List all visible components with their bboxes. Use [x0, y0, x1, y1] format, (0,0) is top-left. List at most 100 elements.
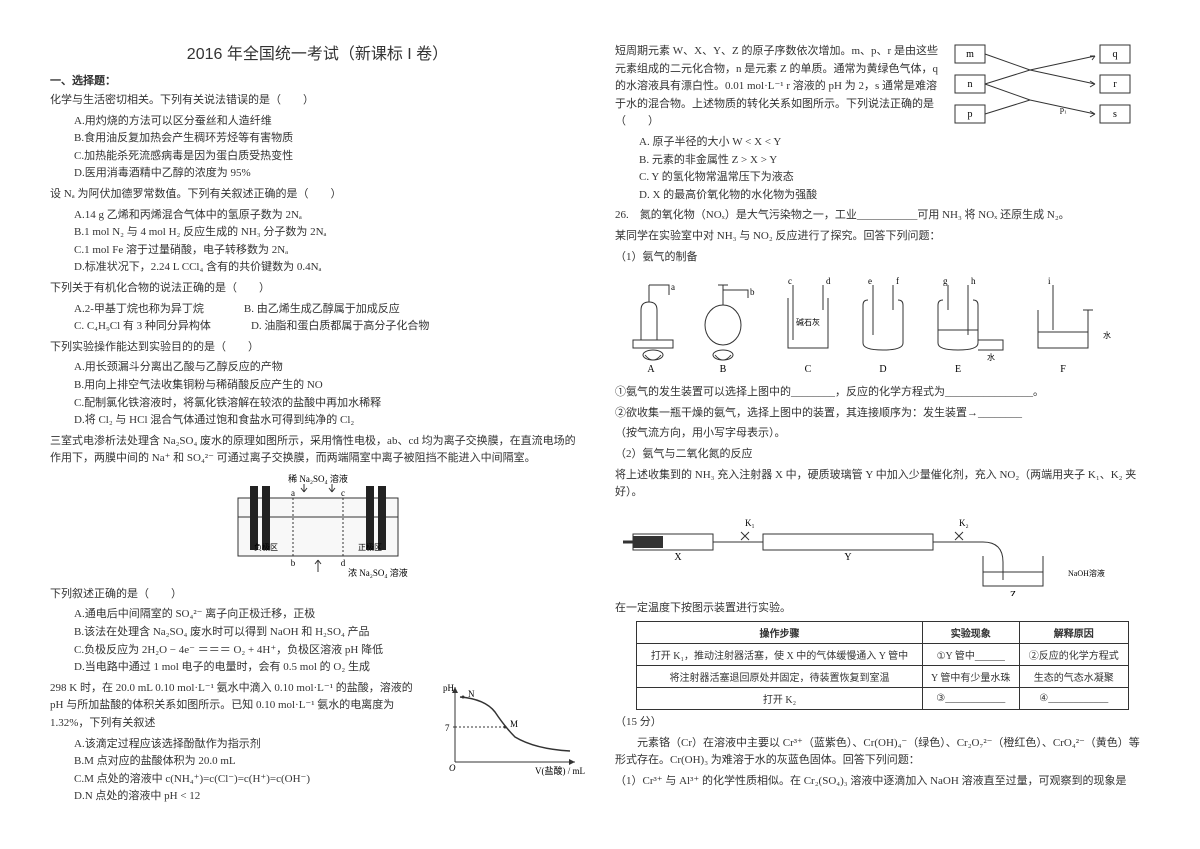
- q26-part1: （1）氨气的制备: [615, 249, 1150, 267]
- q27-line1: 元素铬（Cr）在溶液中主要以 Cr³⁺（蓝紫色）、Cr(OH)₄⁻（绿色）、Cr…: [615, 735, 1150, 770]
- svg-text:p: p: [968, 109, 973, 120]
- svg-text:d: d: [826, 276, 831, 286]
- r1-A: A. 原子半径的大小 W < X < Y: [615, 134, 944, 152]
- q5-B: B.该法在处理含 Na₂SO₄ 废水时可以得到 NaOH 和 H₂SO₄ 产品: [50, 624, 585, 642]
- svg-text:E: E: [954, 364, 960, 375]
- q2-stem: 设 Nₐ 为阿伏加德罗常数值。下列有关叙述正确的是（ ）: [50, 186, 585, 204]
- section-heading: 一、选择题：: [50, 72, 585, 88]
- svg-text:K₁: K₁: [745, 518, 755, 528]
- q26-part2: （2）氨气与二氧化氮的反应: [615, 446, 1150, 464]
- svg-text:f: f: [896, 276, 899, 286]
- svg-text:浓 Na₂SO₄ 溶液: 浓 Na₂SO₄ 溶液: [348, 567, 408, 578]
- q26-line2: 某同学在实验室中对 NH₃ 与 NO₂ 反应进行了探究。回答下列问题：: [615, 228, 1150, 246]
- svg-text:F: F: [1060, 364, 1066, 375]
- q5-stem: 三室式电渗析法处理含 Na₂SO₄ 废水的原理如图所示，采用惰性电极，ab、cd…: [50, 433, 585, 468]
- r3c2: ③____________: [922, 688, 1019, 710]
- svg-text:d: d: [340, 558, 345, 568]
- r1c2: ①Y 管中______: [922, 644, 1019, 666]
- q27-line2: （1）Cr³⁺ 与 Al³⁺ 的化学性质相似。在 Cr₂(SO₄)₃ 溶液中逐滴…: [615, 773, 1150, 791]
- r2c1: 将注射器活塞退回原处并固定，待装置恢复到室温: [637, 666, 922, 688]
- q3-stem: 下列关于有机化合物的说法正确的是（ ）: [50, 280, 585, 298]
- experiment-table: 操作步骤 实验现象 解释原因 打开 K₁，推动注射器活塞，使 X 中的气体缓慢通…: [636, 621, 1128, 710]
- r1c3: ②反应的化学方程式: [1019, 644, 1128, 666]
- svg-text:碱石灰: 碱石灰: [796, 317, 820, 327]
- svg-text:n: n: [968, 79, 973, 90]
- syringe-tube-diagram: X K₁ Y K₂ NaOH溶液 Z: [623, 506, 1143, 596]
- svg-text:A: A: [647, 364, 655, 375]
- svg-text:NaOH溶液: NaOH溶液: [1068, 568, 1105, 578]
- r1-C: C. Y 的氢化物常温常压下为液态: [615, 169, 944, 187]
- q2-C: C.1 mol Fe 溶于过量硝酸，电子转移数为 2Nₐ: [50, 242, 585, 260]
- q4-B: B.用向上排空气法收集铜粉与稀硝酸反应产生的 NO: [50, 377, 585, 395]
- q2-B: B.1 mol N₂ 与 4 mol H₂ 反应生成的 NH₃ 分子数为 2Nₐ: [50, 224, 585, 242]
- r3c1: 打开 K₂: [637, 688, 922, 710]
- q5-D: D.当电路中通过 1 mol 电子的电量时，会有 0.5 mol 的 O₂ 生成: [50, 659, 585, 677]
- page-title: 2016 年全国统一考试（新课标 I 卷）: [50, 40, 585, 64]
- svg-text:V(盐酸) / mL: V(盐酸) / mL: [535, 765, 585, 776]
- svg-text:p₁: p₁: [1060, 105, 1067, 114]
- svg-text:X: X: [674, 552, 682, 563]
- electrodialysis-diagram: 稀 Na₂SO₄ 溶液 a c b d 负极区 正极区 浓 Na₂SO₄ 溶液: [208, 472, 428, 582]
- q27-score: （15 分）: [615, 714, 1150, 732]
- r3c3: ④____________: [1019, 688, 1128, 710]
- q6-B: B.M 点对应的盐酸体积为 20.0 mL: [50, 753, 427, 771]
- svg-text:h: h: [971, 276, 976, 286]
- svg-text:g: g: [943, 276, 948, 286]
- svg-text:负极区: 负极区: [254, 542, 278, 552]
- svg-text:正极区: 正极区: [358, 542, 382, 552]
- svg-text:i: i: [1048, 276, 1051, 286]
- q3-D: D. 油脂和蛋白质都属于高分子化合物: [251, 318, 429, 336]
- svg-text:b: b: [290, 558, 295, 568]
- svg-text:a: a: [291, 488, 295, 498]
- svg-text:Y: Y: [844, 552, 851, 563]
- q26-tab-intro: 在一定温度下按图示装置进行实验。: [615, 600, 1150, 618]
- svg-text:Z: Z: [1009, 590, 1015, 596]
- svg-text:pH: pH: [443, 683, 455, 693]
- q2-A: A.14 g 乙烯和丙烯混合气体中的氢原子数为 2Nₐ: [50, 207, 585, 225]
- q4-D: D.将 Cl₂ 与 HCl 混合气体通过饱和食盐水可得到纯净的 Cl₂: [50, 412, 585, 430]
- svg-text:r: r: [1113, 79, 1117, 90]
- svg-text:7: 7: [445, 723, 450, 733]
- q6-A: A.该滴定过程应该选择酚酞作为指示剂: [50, 736, 427, 754]
- titration-graph: pH V(盐酸) / mL 7 N M O: [435, 677, 585, 777]
- r1-B: B. 元素的非金属性 Z > X > Y: [615, 152, 944, 170]
- q5-A: A.通电后中间隔室的 SO₄²⁻ 离子向正极迁移，正极: [50, 606, 585, 624]
- svg-text:s: s: [1113, 109, 1117, 120]
- q3-B: B. 由乙烯生成乙醇属于加成反应: [244, 301, 400, 319]
- q6-stem: 298 K 时，在 20.0 mL 0.10 mol·L⁻¹ 氨水中滴入 0.1…: [50, 680, 427, 733]
- q6-C: C.M 点处的溶液中 c(NH₄⁺)=c(Cl⁻)=c(H⁺)=c(OH⁻): [50, 771, 427, 789]
- svg-text:水: 水: [1103, 330, 1111, 340]
- svg-text:M: M: [510, 719, 518, 729]
- svg-text:水: 水: [987, 352, 995, 362]
- r1-stem: 短周期元素 W、X、Y、Z 的原子序数依次增加。m、p、r 是由这些元素组成的二…: [615, 43, 944, 131]
- q1-C: C.加热能杀死流感病毒是因为蛋白质受热变性: [50, 148, 585, 166]
- q3-C: C. C₄H₉Cl 有 3 种同分异构体: [74, 318, 211, 336]
- svg-text:K₂: K₂: [959, 518, 969, 528]
- svg-text:O: O: [449, 763, 456, 773]
- q26-p1a: ①氨气的发生装置可以选择上图中的________，反应的化学方程式为______…: [615, 384, 1150, 402]
- q26-p1c: （按气流方向，用小写字母表示）。: [615, 425, 1150, 443]
- svg-text:m: m: [966, 49, 974, 60]
- r1c1: 打开 K₁，推动注射器活塞，使 X 中的气体缓慢通入 Y 管中: [637, 644, 922, 666]
- r1-D: D. X 的最高价氧化物的水化物为强酸: [615, 187, 944, 205]
- th-reason: 解释原因: [1019, 622, 1128, 644]
- q4-C: C.配制氯化铁溶液时，将氯化铁溶解在较浓的盐酸中再加水稀释: [50, 395, 585, 413]
- svg-text:B: B: [719, 364, 726, 375]
- svg-text:c: c: [788, 276, 792, 286]
- q5-C: C.负极反应为 2H₂O − 4e⁻ ＝＝＝ O₂ + 4H⁺，负极区溶液 pH…: [50, 642, 585, 660]
- q3-A: A.2-甲基丁烷也称为异丁烷: [74, 301, 204, 319]
- q4-A: A.用长颈漏斗分离出乙酸与乙醇反应的产物: [50, 359, 585, 377]
- th-phenom: 实验现象: [922, 622, 1019, 644]
- q26-stem: 26. 氮的氧化物（NOₓ）是大气污染物之一，工业___________可用 N…: [615, 207, 1150, 225]
- q1-A: A.用灼烧的方法可以区分蚕丝和人造纤维: [50, 113, 585, 131]
- q1-D: D.医用消毒酒精中乙醇的浓度为 95%: [50, 165, 585, 183]
- svg-text:q: q: [1113, 49, 1118, 60]
- svg-text:b: b: [750, 287, 755, 297]
- q5-post: 下列叙述正确的是（ ）: [50, 586, 585, 604]
- svg-text:N: N: [468, 689, 475, 699]
- q26-p1b: ②欲收集一瓶干燥的氨气，选择上图中的装置，其连接顺序为：发生装置→_______…: [615, 405, 1150, 423]
- r2c2: Y 管中有少量水珠: [922, 666, 1019, 688]
- svg-text:c: c: [341, 488, 345, 498]
- transformation-diagram: m n p q r s p₁: [950, 40, 1150, 130]
- apparatus-diagram: a A b B c d 碱石灰 C e f D g h 水 E i 水: [623, 270, 1143, 380]
